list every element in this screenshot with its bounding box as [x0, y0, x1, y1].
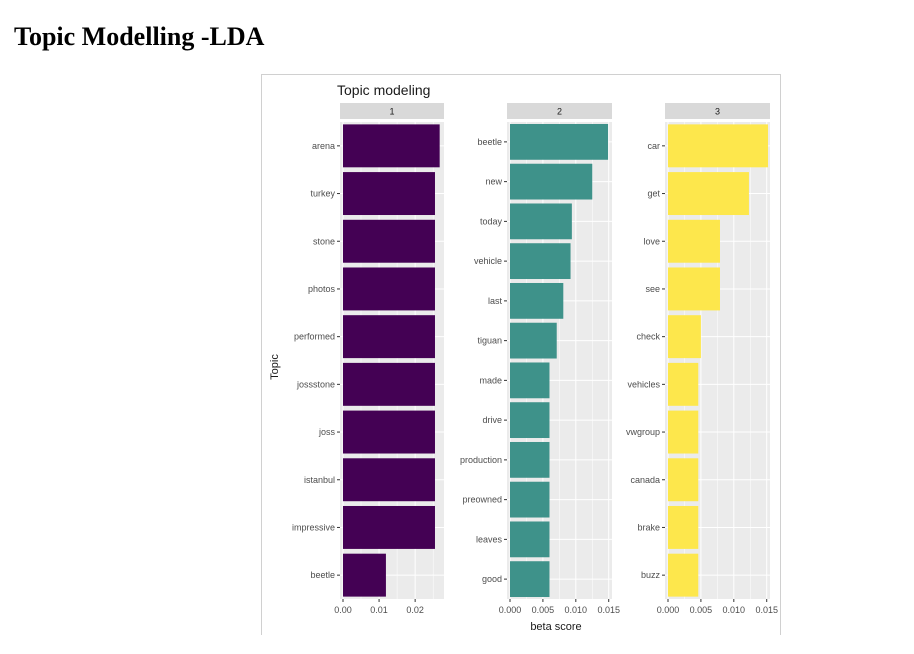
y-tick-label-arena: arena: [312, 141, 335, 151]
bar-joss: [343, 410, 435, 454]
bar-car: [668, 124, 769, 168]
x-tick-label: 0.010: [565, 605, 588, 615]
facet-panel-2: 2 beetle new today vehicle last tiguan made driv…: [460, 103, 620, 615]
y-tick-label-today: today: [480, 216, 503, 226]
y-tick-label-get: get: [647, 189, 660, 199]
x-tick-label: 0.015: [597, 605, 620, 615]
facet-strip: [340, 103, 444, 119]
bar-tiguan: [510, 322, 557, 359]
bar-canada: [668, 458, 699, 502]
facet-strip-label: 1: [389, 107, 394, 117]
bar-photos: [343, 267, 435, 311]
y-tick-label-vwgroup: vwgroup: [626, 427, 660, 437]
y-tick-label-stone: stone: [313, 236, 335, 246]
bar-brake: [668, 505, 699, 549]
y-tick-label-love: love: [643, 236, 660, 246]
y-tick-label-joss: joss: [318, 427, 336, 437]
bar-stone: [343, 219, 435, 263]
x-tick-label: 0.015: [755, 605, 778, 615]
y-tick-label-see: see: [645, 284, 660, 294]
bar-see: [668, 267, 720, 311]
bar-vehicles: [668, 362, 699, 406]
x-tick-label: 0.00: [334, 605, 352, 615]
facet-panel-3: 3 car get love see check vehicles vwgroup canada…: [626, 103, 778, 615]
topic-chart: Topic modeling Topic beta score 1 arena tu…: [269, 82, 778, 633]
bar-production: [510, 441, 550, 478]
bar-performed: [343, 315, 435, 359]
y-tick-label-turkey: turkey: [310, 189, 335, 199]
bar-get: [668, 172, 749, 216]
bar-impressive: [343, 505, 435, 549]
bar-arena: [343, 124, 440, 168]
y-tick-label-tiguan: tiguan: [477, 336, 502, 346]
bar-istanbul: [343, 458, 435, 502]
bar-jossstone: [343, 362, 435, 406]
y-tick-label-jossstone: jossstone: [296, 379, 335, 389]
y-tick-label-preowned: preowned: [462, 495, 502, 505]
bar-drive: [510, 402, 550, 439]
facet-strip: [507, 103, 612, 119]
y-tick-label-istanbul: istanbul: [304, 475, 335, 485]
bar-check: [668, 315, 701, 359]
x-tick-label: 0.02: [406, 605, 424, 615]
bar-beetle: [510, 123, 609, 160]
bar-buzz: [668, 553, 699, 597]
y-tick-label-photos: photos: [308, 284, 336, 294]
chart-title: Topic modeling: [337, 82, 430, 98]
y-axis-label: Topic: [269, 354, 281, 380]
y-tick-label-vehicles: vehicles: [627, 379, 660, 389]
bar-vwgroup: [668, 410, 699, 454]
bar-beetle: [343, 553, 386, 597]
x-axis-label: beta score: [530, 621, 581, 633]
y-tick-label-good: good: [482, 574, 502, 584]
bar-today: [510, 203, 572, 240]
bar-vehicle: [510, 243, 571, 280]
bar-turkey: [343, 172, 435, 216]
bar-preowned: [510, 481, 550, 518]
y-tick-label-production: production: [460, 455, 502, 465]
x-tick-label: 0.005: [532, 605, 555, 615]
y-tick-label-drive: drive: [482, 415, 502, 425]
y-tick-label-new: new: [485, 177, 502, 187]
bar-love: [668, 219, 720, 263]
x-tick-label: 0.000: [499, 605, 522, 615]
facet-strip-label: 2: [557, 107, 562, 117]
y-tick-label-leaves: leaves: [476, 534, 503, 544]
y-tick-label-impressive: impressive: [292, 522, 335, 532]
facet-panel-1: 1 arena turkey stone photos performed jossston…: [292, 103, 444, 615]
page-title: Topic Modelling -LDA: [14, 22, 265, 51]
facet-strip: [665, 103, 770, 119]
bar-made: [510, 362, 550, 399]
bar-last: [510, 282, 564, 319]
bar-good: [510, 561, 550, 598]
y-tick-label-check: check: [636, 332, 660, 342]
bar-leaves: [510, 521, 550, 558]
y-tick-label-beetle: beetle: [477, 137, 502, 147]
y-tick-label-canada: canada: [630, 475, 660, 485]
y-tick-label-made: made: [479, 375, 502, 385]
x-tick-label: 0.01: [370, 605, 388, 615]
y-tick-label-vehicle: vehicle: [474, 256, 502, 266]
x-tick-label: 0.000: [657, 605, 680, 615]
bar-new: [510, 163, 593, 200]
y-tick-label-beetle: beetle: [310, 570, 335, 580]
facet-strip-label: 3: [715, 107, 720, 117]
chart-figure: Topic modeling Topic beta score 1 arena tu…: [261, 74, 781, 635]
y-tick-label-last: last: [488, 296, 503, 306]
y-tick-label-brake: brake: [637, 522, 660, 532]
y-tick-label-buzz: buzz: [641, 570, 661, 580]
y-tick-label-performed: performed: [294, 332, 335, 342]
x-tick-label: 0.005: [690, 605, 713, 615]
y-tick-label-car: car: [647, 141, 660, 151]
facet-panels: 1 arena turkey stone photos performed jossston…: [292, 103, 778, 615]
x-tick-label: 0.010: [723, 605, 746, 615]
